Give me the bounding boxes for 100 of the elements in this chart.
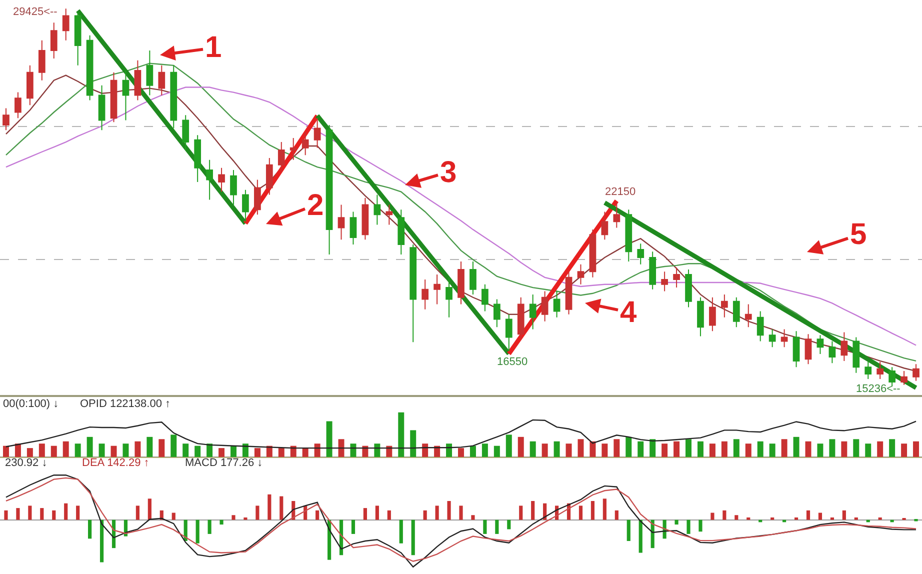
candlestick [350, 211, 357, 245]
candlestick [26, 64, 34, 106]
bar [542, 444, 548, 457]
candlestick [242, 189, 249, 222]
candlestick [828, 340, 836, 364]
candlestick [218, 167, 225, 192]
candlestick [326, 124, 333, 256]
candlestick [98, 84, 106, 131]
bar [566, 444, 572, 457]
candlestick [2, 108, 10, 131]
candlestick [338, 204, 345, 240]
bar [435, 506, 439, 520]
candlestick [458, 260, 464, 305]
candlestick [158, 64, 166, 96]
annotation: DEA 142.29 ↑ [82, 457, 150, 469]
bar [316, 510, 320, 520]
bar [531, 500, 535, 520]
bar [386, 446, 392, 457]
bar [494, 446, 500, 457]
bar [40, 508, 44, 520]
bar [136, 506, 140, 520]
candlestick [816, 334, 824, 355]
annotation: 16550 [497, 356, 528, 368]
bar [698, 520, 702, 532]
bar [602, 498, 606, 520]
bar [387, 510, 391, 520]
candlestick [589, 229, 596, 278]
bar [290, 446, 296, 457]
bar [220, 520, 224, 525]
candlestick [278, 142, 285, 172]
bar [770, 517, 774, 520]
candlestick [74, 12, 82, 66]
bar [638, 520, 642, 553]
candlestick [697, 296, 704, 337]
bar [28, 506, 32, 520]
bar [818, 512, 822, 520]
bar [614, 510, 618, 520]
bar [254, 448, 260, 457]
bar [38, 444, 45, 457]
bar [398, 412, 404, 457]
bar [626, 520, 630, 542]
bar [218, 448, 225, 457]
candlestick [912, 364, 920, 382]
bar [146, 436, 153, 457]
bar [2, 446, 9, 457]
candlestick [314, 118, 321, 148]
candlestick [194, 134, 202, 182]
bar [158, 439, 165, 457]
candlestick [434, 274, 440, 305]
candlestick [780, 328, 788, 348]
candlestick [110, 72, 118, 123]
bar [458, 448, 464, 457]
bar [100, 520, 104, 562]
bar [350, 444, 356, 457]
bar [447, 500, 451, 520]
text: 00(0:100) ↓ [3, 398, 59, 410]
candlestick [840, 332, 848, 362]
bar [662, 444, 668, 457]
bar [829, 439, 836, 457]
candlestick [470, 260, 476, 295]
bar [326, 421, 332, 457]
bar [745, 444, 752, 457]
bar [351, 520, 356, 534]
candlestick [362, 197, 369, 240]
bar [459, 506, 463, 520]
bar [913, 441, 920, 457]
candlestick [649, 251, 656, 290]
candlestick [505, 314, 512, 352]
bar [817, 444, 824, 457]
annotation: 29425<-- [13, 6, 58, 18]
bar [482, 444, 488, 457]
bar [506, 434, 512, 457]
bar [256, 506, 260, 520]
candlestick [230, 169, 237, 206]
bar [709, 444, 716, 457]
bar [422, 444, 428, 457]
candlestick [613, 202, 620, 228]
bar [734, 515, 738, 520]
candlestick [685, 268, 692, 308]
candlestick [876, 362, 884, 380]
bar [399, 520, 403, 544]
bar [878, 517, 882, 520]
bar [519, 506, 523, 520]
annotation: 5 [850, 218, 867, 251]
bar [122, 444, 129, 457]
bar [74, 444, 81, 457]
annotation: 3 [440, 156, 457, 189]
candlestick [756, 310, 764, 342]
bar [446, 444, 452, 457]
bar [434, 446, 440, 457]
candlestick [661, 271, 668, 292]
bar [854, 517, 858, 520]
bar [4, 510, 8, 520]
bar [302, 448, 308, 457]
bar [507, 520, 511, 530]
bar [64, 503, 68, 520]
bar [578, 439, 584, 457]
bar [314, 444, 320, 457]
candlestick [792, 330, 800, 368]
bar [232, 515, 236, 520]
